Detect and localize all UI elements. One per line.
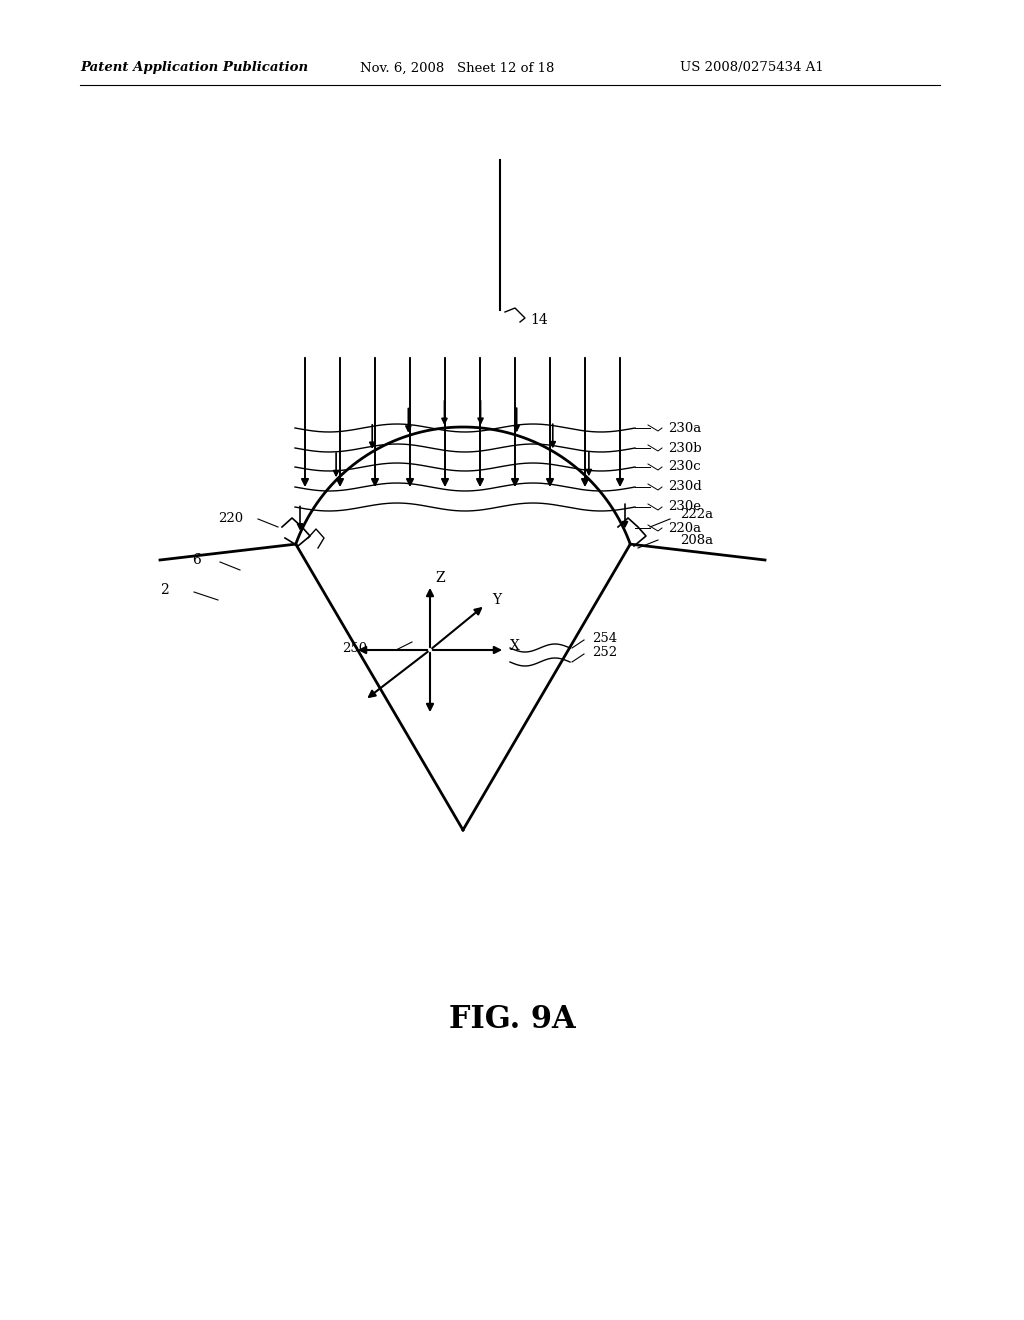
Text: 2: 2 — [160, 583, 169, 597]
Text: 254: 254 — [592, 631, 617, 644]
Text: 252: 252 — [592, 645, 617, 659]
Text: 220: 220 — [218, 511, 243, 524]
Text: 208a: 208a — [680, 533, 713, 546]
Text: Patent Application Publication: Patent Application Publication — [80, 62, 308, 74]
Text: 222a: 222a — [680, 507, 713, 520]
Text: 6: 6 — [193, 553, 201, 568]
Text: Nov. 6, 2008   Sheet 12 of 18: Nov. 6, 2008 Sheet 12 of 18 — [360, 62, 554, 74]
Text: 250: 250 — [342, 642, 368, 655]
Text: X: X — [510, 639, 520, 653]
Text: 230b: 230b — [668, 441, 701, 454]
Text: 230e: 230e — [668, 500, 701, 513]
Text: 14: 14 — [530, 313, 548, 327]
Text: 230c: 230c — [668, 461, 700, 474]
Text: Y: Y — [492, 593, 501, 607]
Text: US 2008/0275434 A1: US 2008/0275434 A1 — [680, 62, 823, 74]
Text: Z: Z — [435, 572, 444, 585]
Text: FIG. 9A: FIG. 9A — [449, 1005, 575, 1035]
Text: 220a: 220a — [668, 521, 701, 535]
Text: 230d: 230d — [668, 480, 701, 494]
Text: 230a: 230a — [668, 421, 701, 434]
